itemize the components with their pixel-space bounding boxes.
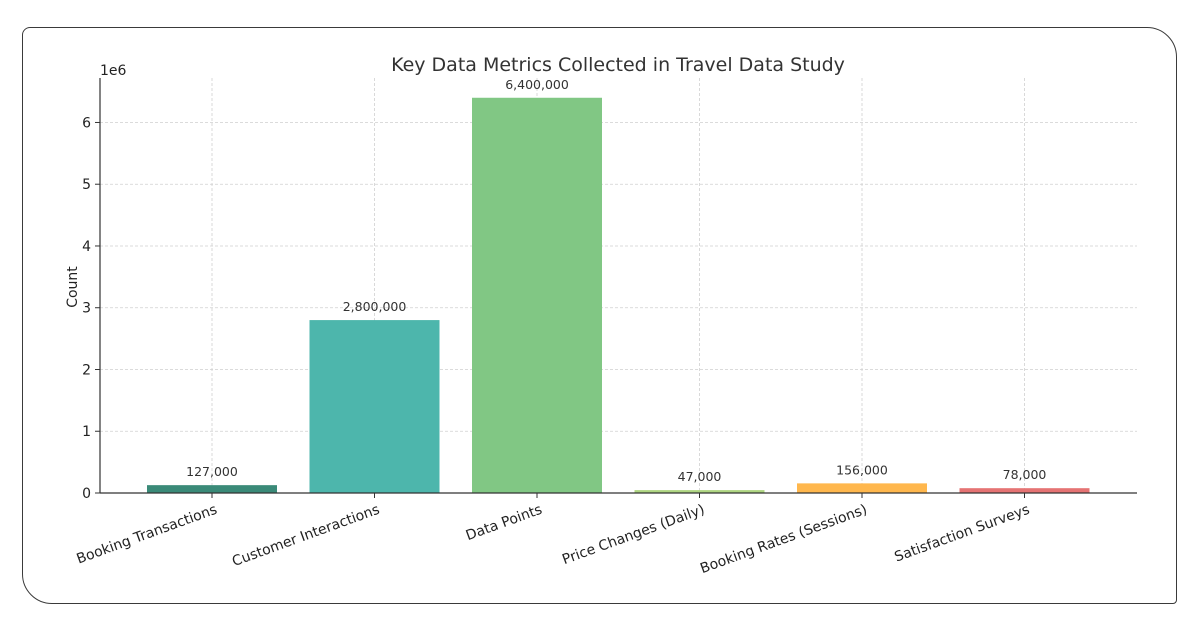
y-tick-label: 1 xyxy=(82,424,91,440)
x-tick-label: Customer Interactions xyxy=(230,502,382,570)
bar-value-label: 47,000 xyxy=(678,469,722,484)
grid-lines xyxy=(100,78,1137,493)
x-tick-label: Satisfaction Surveys xyxy=(892,502,1031,566)
y-axis-ticks: 0 1 2 3 4 5 6 xyxy=(82,115,100,502)
chart-frame xyxy=(22,27,1177,604)
bar-value-label: 2,800,000 xyxy=(343,299,407,314)
bar-value-label: 156,000 xyxy=(836,462,888,477)
x-axis-ticks: Booking Transactions Customer Interaction… xyxy=(75,493,1032,577)
bar-price-changes-daily xyxy=(634,490,765,493)
y-tick-label: 5 xyxy=(82,177,91,193)
y-tick-label: 4 xyxy=(82,239,91,255)
bar-customer-interactions xyxy=(309,320,440,493)
bar-booking-rates-sessions xyxy=(797,483,927,493)
bar-value-label: 6,400,000 xyxy=(505,77,569,92)
bar-satisfaction-surveys xyxy=(959,488,1090,493)
x-tick-label: Price Changes (Daily) xyxy=(560,502,707,568)
bar-value-label: 78,000 xyxy=(1003,467,1047,482)
y-axis-offset-label: 1e6 xyxy=(100,63,127,79)
value-labels: 127,000 2,800,000 6,400,000 47,000 156,000 78… xyxy=(186,77,1046,484)
bar-booking-transactions xyxy=(147,485,277,493)
axes xyxy=(99,78,1137,494)
x-tick-label: Data Points xyxy=(464,502,545,544)
x-tick-label: Booking Transactions xyxy=(75,502,220,568)
bar-value-label: 127,000 xyxy=(186,464,238,479)
y-axis-label: Count xyxy=(65,266,81,308)
chart-title: Key Data Metrics Collected in Travel Dat… xyxy=(391,54,845,76)
y-tick-label: 2 xyxy=(82,362,91,378)
y-tick-label: 6 xyxy=(82,115,91,131)
x-tick-label: Booking Rates (Sessions) xyxy=(698,502,869,577)
bar-data-points xyxy=(472,97,602,493)
y-tick-label: 0 xyxy=(82,486,91,502)
bars-group xyxy=(147,97,1090,493)
y-tick-label: 3 xyxy=(82,301,91,317)
